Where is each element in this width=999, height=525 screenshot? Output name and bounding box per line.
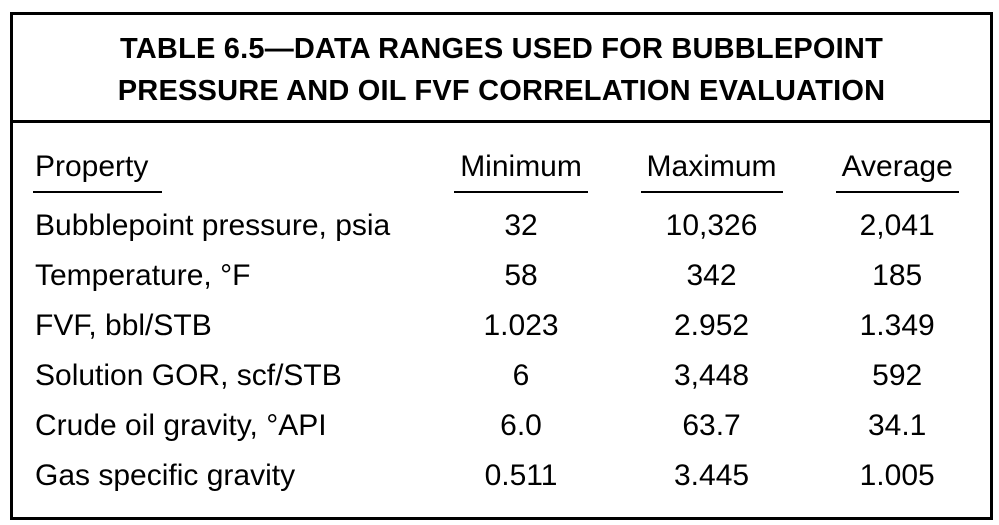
column-header-property: Property <box>13 123 423 201</box>
cell-minimum: 6 <box>512 359 530 392</box>
data-table: Property Minimum Maximum Average Bubblep… <box>13 123 990 501</box>
cell-maximum: 63.7 <box>682 409 741 442</box>
cell-average: 1.349 <box>859 309 935 342</box>
cell-property: Solution GOR, scf/STB <box>35 359 342 392</box>
cell-average: 2,041 <box>859 209 935 242</box>
table-frame: TABLE 6.5—DATA RANGES USED FOR BUBBLEPOI… <box>10 12 993 520</box>
table-row: Solution GOR, scf/STB 6 3,448 592 <box>13 351 990 401</box>
cell-property: Crude oil gravity, °API <box>35 409 327 442</box>
cell-average: 185 <box>872 259 923 292</box>
cell-property: Gas specific gravity <box>35 459 296 492</box>
column-header-minimum: Minimum <box>423 123 618 201</box>
column-header-average: Average <box>804 123 990 201</box>
cell-average: 1.005 <box>859 459 935 492</box>
table-row: Crude oil gravity, °API 6.0 63.7 34.1 <box>13 401 990 451</box>
cell-maximum: 3.445 <box>673 459 750 492</box>
cell-minimum: 32 <box>504 209 538 242</box>
column-header-maximum: Maximum <box>619 123 805 201</box>
table-row: FVF, bbl/STB 1.023 2.952 1.349 <box>13 301 990 351</box>
table-row: Temperature, °F 58 342 185 <box>13 251 990 301</box>
cell-property: Temperature, °F <box>35 259 251 292</box>
table-title: TABLE 6.5—DATA RANGES USED FOR BUBBLEPOI… <box>13 15 990 123</box>
cell-maximum: 3,448 <box>673 359 750 392</box>
cell-minimum: 0.511 <box>484 459 558 492</box>
cell-average: 34.1 <box>867 409 927 442</box>
cell-average: 592 <box>872 359 923 392</box>
table-row: Bubblepoint pressure, psia 32 10,326 2,0… <box>13 201 990 251</box>
header-row: Property Minimum Maximum Average <box>13 123 990 201</box>
cell-property: Bubblepoint pressure, psia <box>35 209 391 242</box>
cell-maximum: 342 <box>686 259 737 292</box>
cell-property: FVF, bbl/STB <box>35 309 212 342</box>
table-title-line2: PRESSURE AND OIL FVF CORRELATION EVALUAT… <box>117 75 886 107</box>
table-row: Gas specific gravity 0.511 3.445 1.005 <box>13 451 990 501</box>
table-title-line1: TABLE 6.5—DATA RANGES USED FOR BUBBLEPOI… <box>120 33 883 65</box>
cell-minimum: 1.023 <box>483 309 559 342</box>
cell-minimum: 58 <box>504 259 538 292</box>
cell-minimum: 6.0 <box>500 409 542 442</box>
cell-maximum: 2.952 <box>673 309 750 342</box>
cell-maximum: 10,326 <box>665 209 758 242</box>
